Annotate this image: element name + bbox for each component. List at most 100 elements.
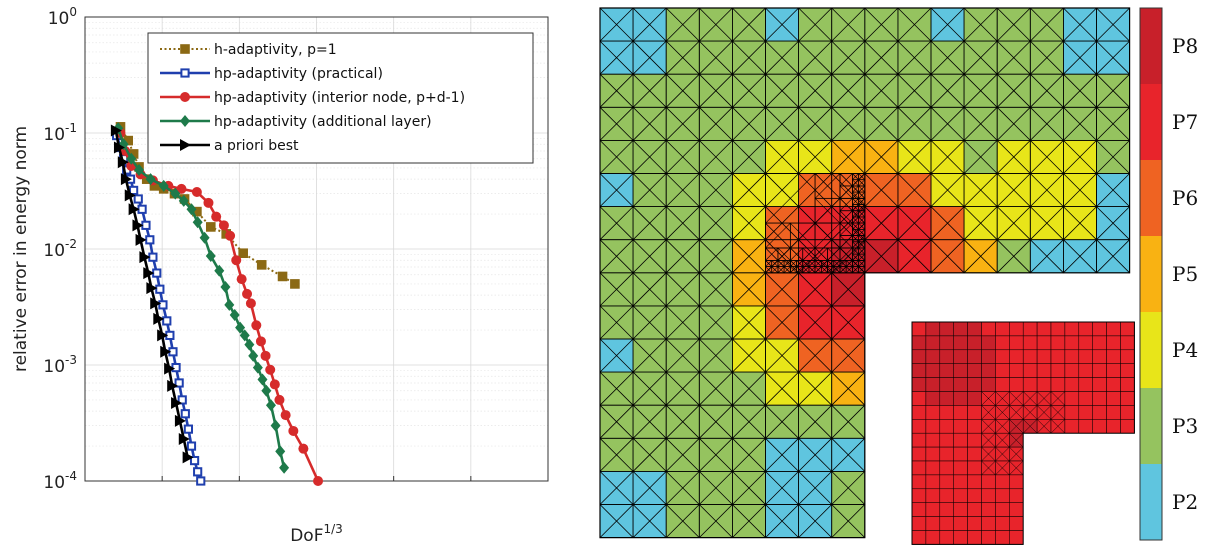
data-point [155, 284, 165, 294]
refined-edge [839, 210, 853, 224]
data-point [242, 288, 253, 299]
inset-cell [953, 335, 968, 351]
mesh-edge [930, 7, 965, 42]
refined-edge [852, 222, 859, 230]
inset-cell [939, 461, 954, 476]
legend-label: hp-adaptivity (additional layer) [214, 114, 432, 130]
refined-edge [852, 191, 859, 199]
mesh-edge [665, 107, 700, 141]
series-2 [112, 130, 206, 486]
inset-cell [953, 391, 968, 406]
mesh-edge [864, 140, 899, 174]
inset-cell [1106, 391, 1121, 406]
inset-cell [1023, 322, 1038, 337]
mesh-edge [831, 305, 866, 340]
inset-cell [967, 363, 982, 378]
mesh-edge [632, 404, 667, 439]
data-point [128, 149, 139, 159]
data-point [186, 203, 197, 216]
data-point [238, 248, 248, 259]
inset-cell [1009, 335, 1024, 351]
inset-cell [967, 530, 982, 545]
mesh-edge [732, 73, 766, 108]
inset-cell [1092, 363, 1107, 378]
data-point [214, 264, 225, 277]
data-point [270, 419, 281, 432]
colorbar-frame [1139, 7, 1163, 541]
inset-cell [1009, 322, 1024, 337]
data-point [245, 298, 256, 309]
mesh-edge [665, 471, 700, 505]
inset-cell [925, 405, 941, 420]
inset-cell [981, 377, 996, 392]
inset-cell [1009, 474, 1024, 490]
mesh-edge [1096, 239, 1130, 274]
mesh-edge [599, 107, 634, 141]
inset-edge [1023, 405, 1038, 420]
mesh-edge [599, 371, 634, 406]
colorbar-label: P3 [1172, 414, 1198, 438]
data-point [255, 336, 266, 347]
refined-edge [852, 185, 859, 193]
mesh-edge [665, 73, 700, 108]
inset-cell [995, 474, 1010, 490]
inset-cell [925, 322, 941, 337]
refined-edge [777, 247, 791, 261]
data-point [261, 384, 272, 397]
inset-cell [912, 433, 927, 448]
mesh-edge [864, 107, 899, 141]
legend-label: hp-adaptivity (interior node, p+d-1) [214, 90, 465, 106]
refined-edge [790, 247, 803, 261]
mesh-edges [599, 7, 1130, 538]
refined-edge [796, 266, 803, 274]
colorbar-label: P7 [1172, 110, 1198, 134]
inset-cell [939, 488, 954, 503]
inset-cell [981, 530, 996, 545]
zoom-inset [911, 321, 1135, 545]
refined-edge [858, 191, 866, 199]
inset-cell [1078, 349, 1093, 364]
data-point [160, 345, 172, 358]
mesh-edge [765, 305, 799, 340]
inset-cell [1078, 405, 1093, 420]
data-point [280, 410, 291, 421]
mesh-edge [732, 305, 766, 340]
refined-edge [802, 266, 810, 274]
mesh-edge [798, 438, 832, 472]
mesh-edge [1063, 239, 1097, 274]
data-point [191, 187, 202, 198]
mesh-edge [930, 140, 965, 174]
inset-cell [967, 447, 982, 462]
mesh-edge [996, 107, 1031, 141]
inset-cell [1037, 349, 1052, 364]
mesh-edge [864, 40, 899, 75]
inset-cell [1064, 377, 1080, 392]
mesh-edge [831, 338, 866, 373]
refined-edge [858, 260, 866, 267]
y-tick-exponent: -1 [65, 121, 77, 135]
mesh-edge [732, 239, 766, 274]
mesh-edge [798, 140, 832, 174]
mesh-edge [798, 504, 832, 538]
data-point [182, 451, 194, 464]
inset-cell [953, 447, 968, 462]
inset-cell [912, 405, 927, 420]
data-point [129, 185, 139, 196]
mesh-edge [765, 438, 799, 472]
y-tick-label: 100 [48, 5, 77, 29]
refined-edge [858, 235, 866, 242]
mesh-edge [699, 206, 733, 240]
data-point [218, 220, 229, 231]
inset-cell [1009, 502, 1024, 517]
inset-cell [967, 349, 982, 364]
refined-edge [852, 235, 859, 242]
mesh-edge [930, 206, 965, 240]
legend-box [147, 32, 534, 164]
mesh-edge [996, 239, 1031, 274]
inset-cell [939, 322, 954, 337]
refined-edge [852, 216, 859, 224]
data-point [174, 414, 186, 427]
inset-cell [1106, 377, 1121, 392]
mesh-edge [699, 305, 733, 340]
mesh-edge [699, 73, 733, 108]
